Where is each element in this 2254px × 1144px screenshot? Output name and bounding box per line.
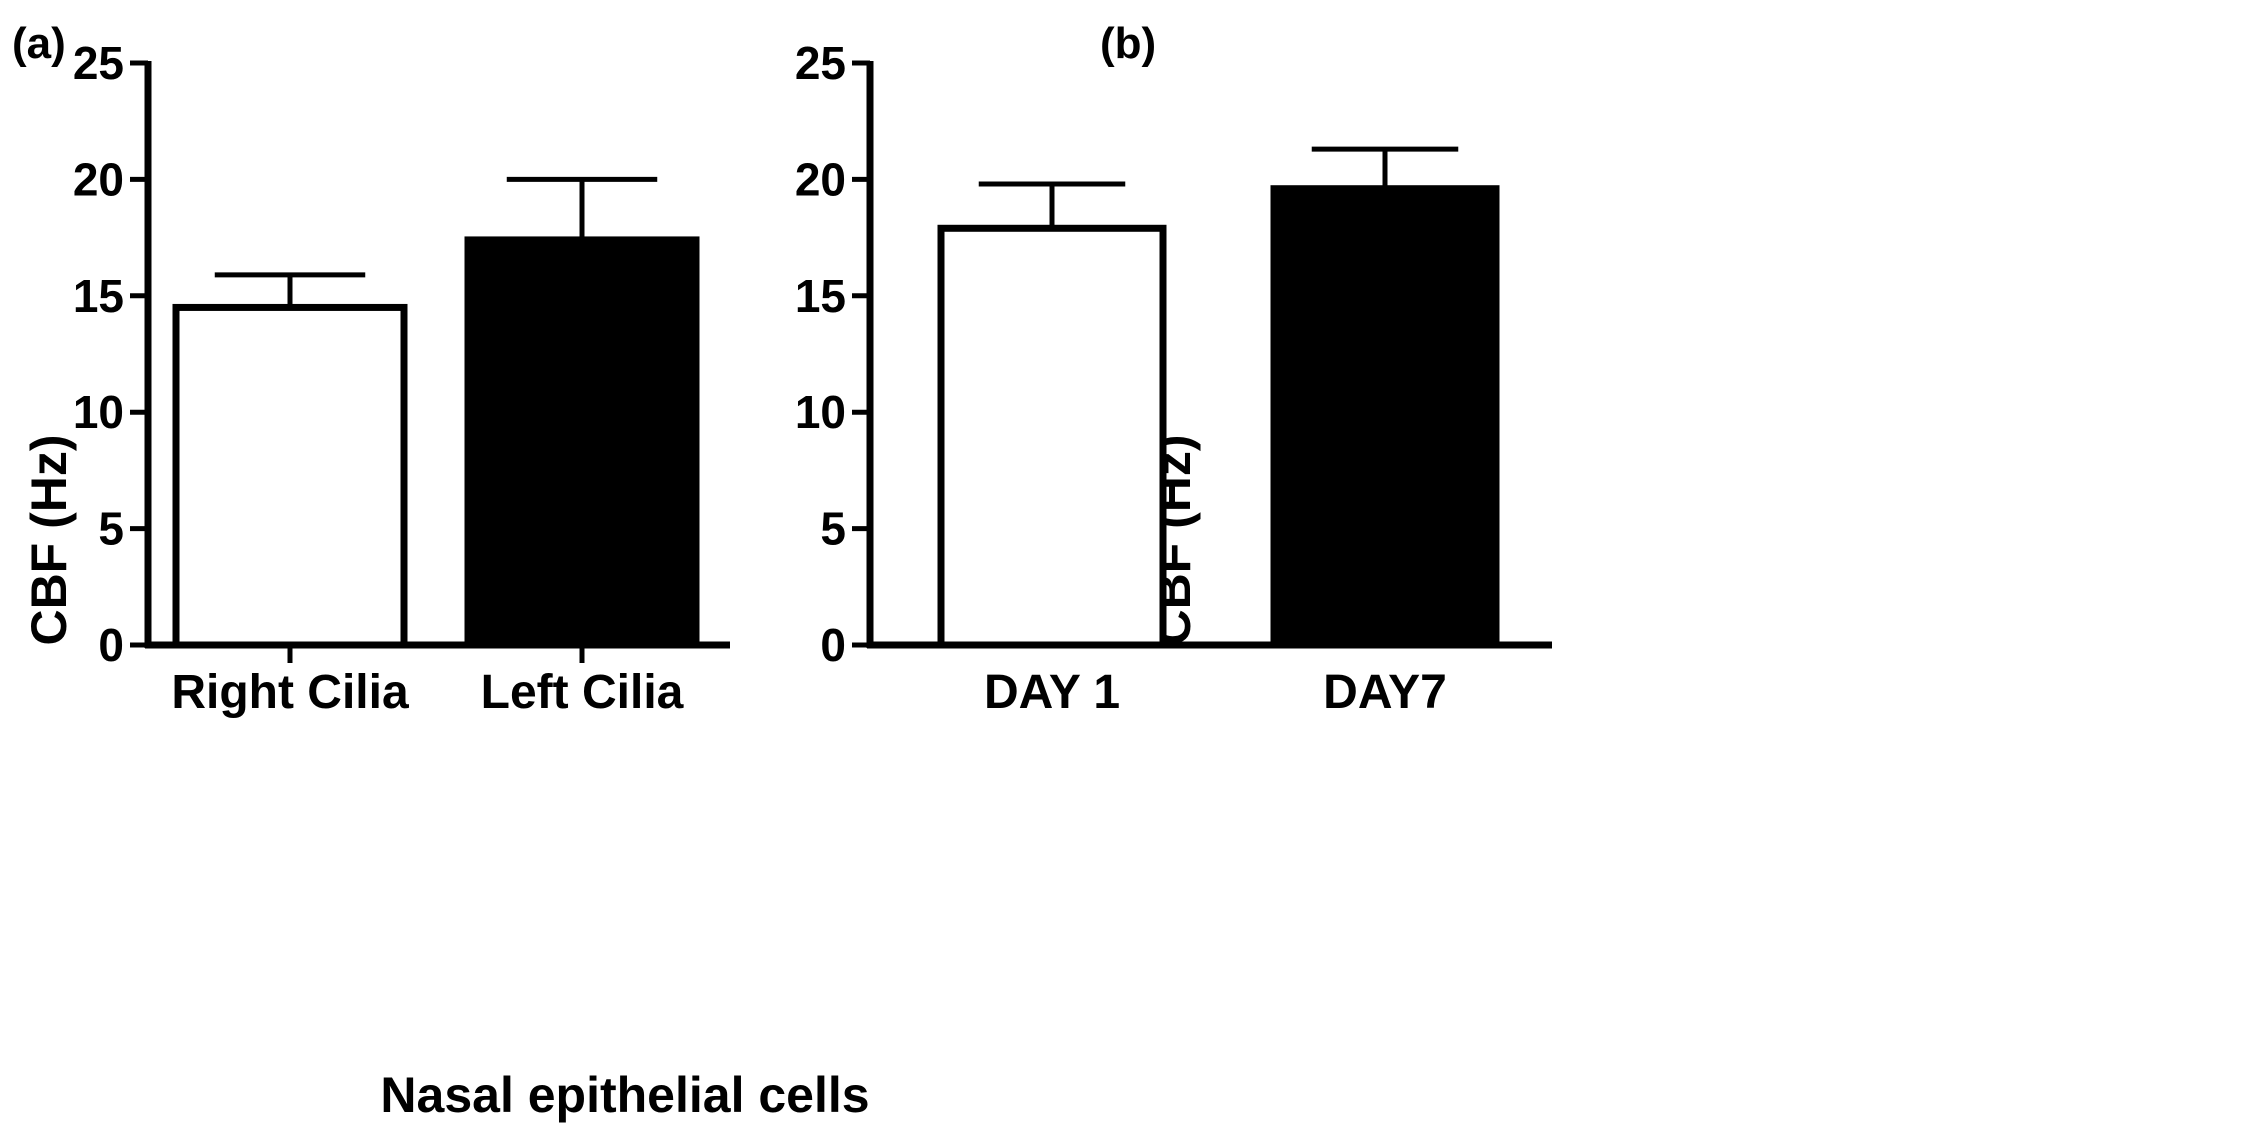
panel-b-category-label-2: DAY7: [1323, 666, 1447, 719]
panel-b-bar-1: [937, 224, 1167, 649]
panel-a-x-axis: Right Cilia Left Cilia: [145, 641, 730, 719]
panel-a-y-tick-label-4: 20: [73, 153, 124, 205]
panel-b-y-tick-label-0: 0: [820, 619, 846, 671]
panel-a-category-label-1: Right Cilia: [171, 666, 409, 719]
panel-b-bar-2: [1270, 185, 1500, 649]
panel-b-label: (b): [1100, 19, 1156, 68]
panel-a-category-label-2: Left Cilia: [481, 666, 684, 719]
panel-a-bar-2: [464, 236, 700, 649]
panel-a-bars: [172, 176, 700, 649]
panel-b-y-axis: 0 5 10 15 20 25: [795, 37, 874, 671]
panel-a: (a) CBF (Hz) Nasal epithelial cells 0 5 10…: [12, 19, 870, 1123]
panel-a-label: (a): [12, 19, 66, 68]
panel-a-bar-1: [172, 303, 408, 649]
panel-a-y-tick-label-2: 10: [73, 386, 124, 438]
panel-b-y-tick-label-4: 20: [795, 153, 846, 205]
panel-a-y-axis: 0 5 10 15 20 25: [73, 37, 152, 671]
panel-b-x-axis: DAY 1 DAY7: [867, 641, 1552, 719]
panel-a-y-tick-label-5: 25: [73, 37, 124, 89]
panel-a-y-tick-label-3: 15: [73, 270, 124, 322]
panel-a-y-axis-title: CBF (Hz): [21, 434, 77, 645]
panel-b-bars: [937, 146, 1500, 649]
panel-b-y-tick-label-1: 5: [820, 503, 846, 555]
panel-b-category-label-1: DAY 1: [984, 666, 1120, 719]
panel-a-y-tick-label-0: 0: [98, 619, 124, 671]
panel-a-y-tick-label-1: 5: [98, 503, 124, 555]
panel-a-x-axis-title: Nasal epithelial cells: [380, 1067, 869, 1123]
panel-b-y-tick-label-5: 25: [795, 37, 846, 89]
panel-b-y-tick-label-3: 15: [795, 270, 846, 322]
panel-b-y-tick-label-2: 10: [795, 386, 846, 438]
